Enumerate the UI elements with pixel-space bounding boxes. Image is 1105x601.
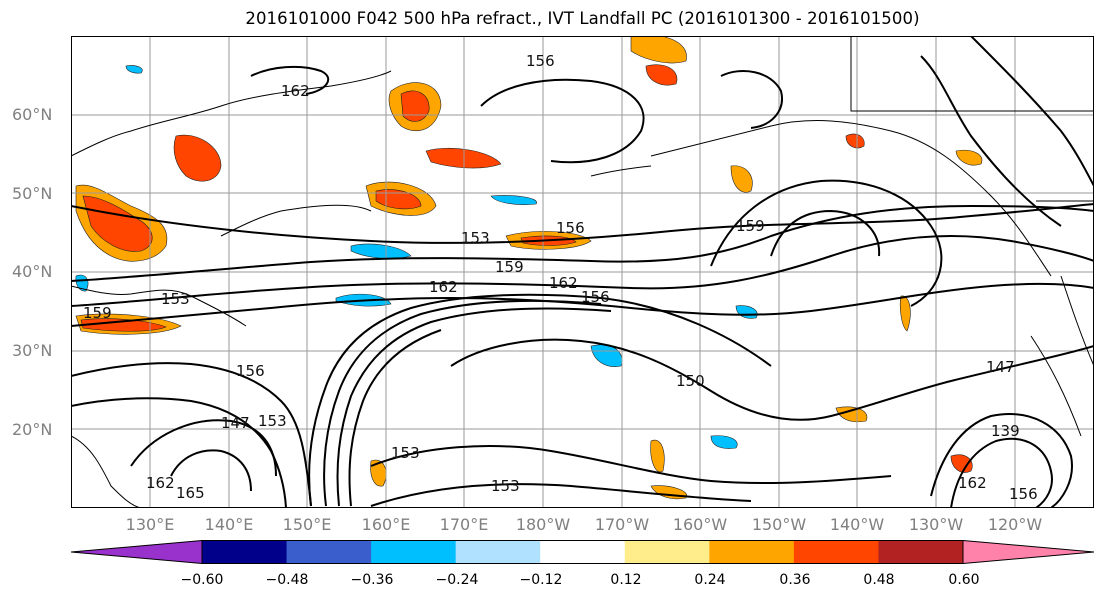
lat-tick: 60°N	[12, 105, 53, 124]
contour-label: 147	[986, 358, 1015, 376]
colorbar-segment	[371, 540, 457, 564]
lon-tick: 140°W	[829, 515, 885, 534]
colorbar-tick-label: −0.36	[350, 572, 394, 588]
colorbar-tick-label: 0.48	[863, 572, 895, 588]
colorbar-tick-label: −0.24	[435, 572, 479, 588]
contour-label: 162	[281, 82, 310, 100]
colorbar-high-arrow	[962, 540, 1094, 564]
contour-label: 153	[491, 477, 520, 495]
colorbar-tick-label: 0.12	[610, 572, 642, 588]
contour-label: 156	[1009, 485, 1038, 503]
contour-label: 153	[461, 229, 490, 247]
contour-label: 147	[221, 414, 250, 432]
colorbar-tick-label: 0.60	[948, 572, 980, 588]
plot-title: 2016101000 F042 500 hPa refract., IVT La…	[245, 9, 920, 28]
colorbar-segment	[793, 540, 879, 564]
colorbar-segment	[709, 540, 795, 564]
colorbar-segment	[878, 540, 964, 564]
lon-tick: 170°E	[439, 515, 489, 534]
colorbar-tick-label: −0.60	[180, 572, 224, 588]
coastlines	[71, 36, 1094, 508]
colorbar-tick-label: −0.12	[519, 572, 563, 588]
lat-tick: 20°N	[12, 420, 53, 439]
graticule	[71, 36, 1094, 508]
contour-label: 153	[258, 412, 287, 430]
lat-tick: 40°N	[12, 262, 53, 281]
contour-label: 153	[161, 290, 190, 308]
lon-tick: 180°W	[515, 515, 571, 534]
contour-label: 162	[146, 474, 175, 492]
lon-tick: 160°W	[672, 515, 728, 534]
colorbar-segment	[540, 540, 626, 564]
map-panel: 162 156 153 159 162 156 153 159 156 147 …	[71, 36, 1094, 508]
contour-label: 139	[991, 422, 1020, 440]
contour-label: 159	[495, 258, 524, 276]
lat-tick: 30°N	[12, 341, 53, 360]
lon-tick: 150°E	[282, 515, 332, 534]
colorbar-tick-label: 0.36	[779, 572, 811, 588]
colorbar	[71, 540, 1094, 564]
contour-label: 156	[236, 362, 265, 380]
contour-label: 162	[429, 278, 458, 296]
lon-tick: 130°E	[125, 515, 175, 534]
shaded-field	[75, 36, 983, 500]
map-canvas: 162 156 153 159 162 156 153 159 156 147 …	[71, 36, 1094, 508]
height-contours	[71, 36, 1094, 508]
lon-tick: 120°W	[987, 515, 1043, 534]
contour-label: 165	[176, 484, 205, 502]
colorbar-tick-label: −0.48	[265, 572, 309, 588]
contour-label: 162	[958, 474, 987, 492]
contour-label: 156	[526, 52, 555, 70]
lon-tick: 160°E	[361, 515, 411, 534]
lon-tick: 140°E	[204, 515, 254, 534]
contour-label: 150	[676, 372, 705, 390]
lon-tick: 130°W	[908, 515, 964, 534]
colorbar-segments	[202, 540, 964, 564]
colorbar-segment	[455, 540, 541, 564]
contour-labels: 162 156 153 159 162 156 153 159 156 147 …	[83, 52, 1038, 503]
lon-tick: 170°W	[594, 515, 650, 534]
contour-label: 159	[83, 304, 112, 322]
contour-label: 162	[549, 274, 578, 292]
lat-tick: 50°N	[12, 184, 53, 203]
contour-label: 156	[581, 288, 610, 306]
colorbar-segment	[624, 540, 710, 564]
colorbar-segment	[202, 540, 288, 564]
colorbar-segment	[286, 540, 372, 564]
colorbar-low-arrow	[71, 540, 203, 564]
contour-label: 153	[391, 444, 420, 462]
contour-label: 159	[736, 217, 765, 235]
contour-label: 156	[556, 219, 585, 237]
colorbar-tick-label: 0.24	[694, 572, 726, 588]
lon-tick: 150°W	[751, 515, 807, 534]
